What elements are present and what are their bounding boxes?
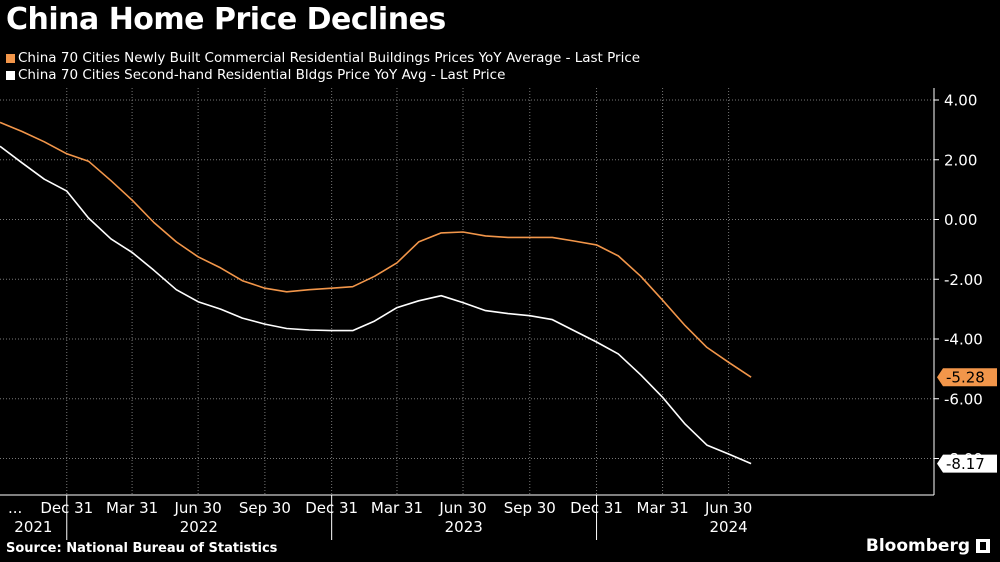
legend: China 70 Cities Newly Built Commercial R… [6,50,640,84]
chart-title: China Home Price Declines [6,2,446,37]
legend-label-second-hand: China 70 Cities Second-hand Residential … [18,67,506,83]
x-tick-label: Mar 31 [371,499,423,517]
brand-name: Bloomberg [865,536,970,556]
year-label: 2023 [445,518,483,536]
x-tick-label: ... [8,499,22,517]
legend-label-new-homes: China 70 Cities Newly Built Commercial R… [18,50,641,66]
x-tick-label: Mar 31 [106,499,158,517]
x-tick-label: Sep 30 [504,499,556,517]
last-value-tag-second-hand [937,454,997,473]
bloomberg-icon [976,539,990,553]
y-tick-label: 2.00 [944,151,977,169]
source-note: Source: National Bureau of Statistics [6,541,278,556]
x-tick-label: Mar 31 [637,499,689,517]
y-tick-label: -4.00 [944,331,983,349]
y-tick-label: -6.00 [944,390,983,408]
brand-logo: Bloomberg [866,536,990,556]
last-value-label-second-hand: -8.17 [946,455,985,473]
series-line-second-hand [0,145,752,465]
legend-swatch-new-homes [6,54,15,63]
legend-item-second-hand: China 70 Cities Second-hand Residential … [6,67,640,84]
x-tick-label: Jun 30 [704,499,752,517]
series-line-new-homes [0,121,752,378]
year-label: 2024 [710,518,748,536]
year-label: 2022 [180,518,218,536]
last-value-label-new-homes: -5.28 [946,369,985,387]
x-tick-label: Jun 30 [438,499,486,517]
year-label: 2021 [14,518,52,536]
x-tick-label: Jun 30 [173,499,221,517]
y-tick-label: -2.00 [944,271,983,289]
y-tick-label: 0.00 [944,211,977,229]
last-value-tag-new-homes [937,368,997,387]
legend-item-new-homes: China 70 Cities Newly Built Commercial R… [6,50,640,67]
legend-swatch-second-hand [6,71,15,80]
y-tick-label: 4.00 [944,92,977,110]
x-tick-label: Sep 30 [239,499,291,517]
